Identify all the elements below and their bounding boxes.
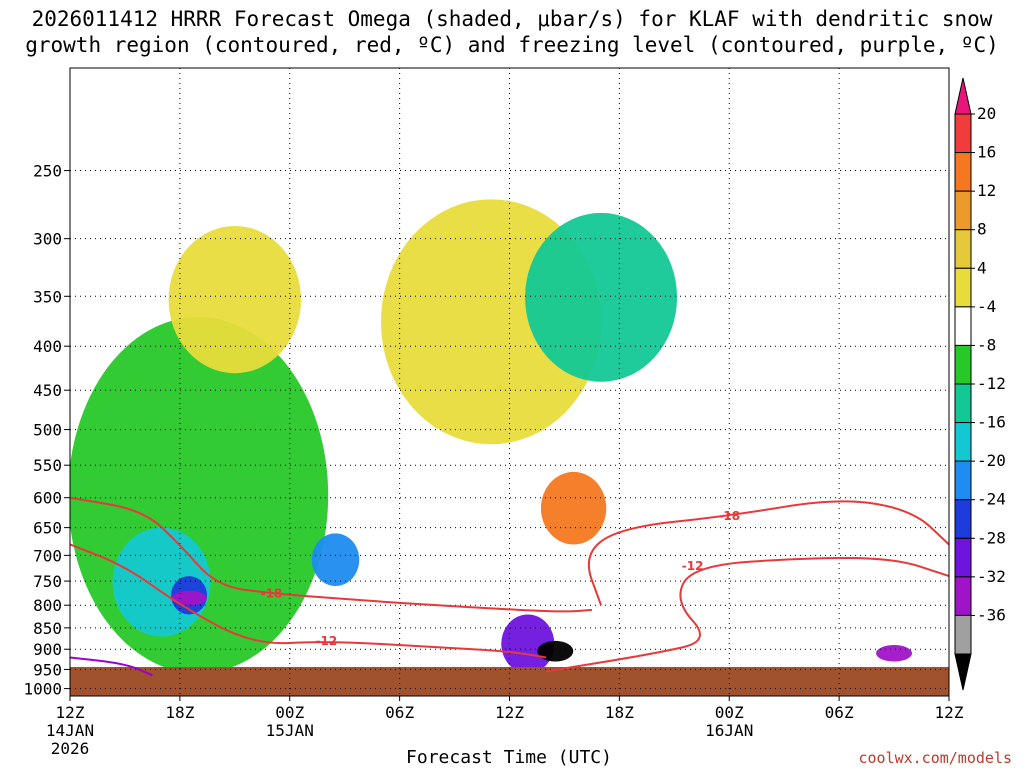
dgz-contours: -18 -12 -18 -12	[70, 496, 949, 677]
colorbar-label-12: -32	[977, 567, 1006, 586]
x-tick-label-0: 12Z	[56, 703, 85, 722]
y-tick-label-400: 400	[33, 337, 62, 356]
y-tick-label-750: 750	[33, 572, 62, 591]
y-tick-label-950: 950	[33, 660, 62, 679]
dgz-contour-3	[545, 556, 949, 673]
y-tick-label-800: 800	[33, 596, 62, 615]
dgz-contour-1	[70, 543, 547, 659]
y-axis: 250 300 350 400 450 500 550 600 650 700 750 800 850 9…	[23, 162, 70, 699]
omega-region-9	[537, 640, 574, 662]
omega-region-5	[311, 533, 360, 587]
colorbar-block-1	[954, 113, 972, 154]
ground-surface	[70, 667, 949, 696]
colorbar-block-10	[954, 460, 972, 501]
y-tick-label-1000: 1000	[23, 680, 62, 699]
dgz-contour-0-label: -18	[261, 586, 283, 600]
omega-region-1	[168, 226, 302, 374]
y-tick-label-450: 450	[33, 381, 62, 400]
colorbar-bottom-arrow	[954, 653, 972, 691]
colorbar-block-13	[954, 576, 972, 616]
x-tick-label-42: 06Z	[825, 703, 854, 722]
omega-region-7	[540, 471, 607, 545]
colorbar-block-11	[954, 499, 972, 539]
dgz-contour-0	[70, 496, 592, 613]
x-tick-label-6: 18Z	[165, 703, 194, 722]
colorbar-label-7: -12	[977, 374, 1006, 393]
colorbar-label-2: 12	[977, 181, 996, 200]
colorbar-block-8	[954, 383, 972, 424]
credit-text: coolwx.com/models	[858, 749, 1012, 767]
y-tick-label-250: 250	[33, 162, 62, 181]
colorbar-label-13: -36	[977, 605, 1006, 624]
colorbar-block-5	[954, 267, 972, 308]
colorbar-top-arrow	[954, 77, 972, 115]
x-tick-label-12: 00Z	[275, 703, 304, 722]
x-tick-year-0: 2026	[51, 739, 90, 758]
x-tick-date-36: 16JAN	[705, 721, 753, 740]
freezing-level-contour	[70, 656, 153, 677]
colorbar-block-4	[954, 229, 972, 269]
colorbar-block-9	[954, 422, 972, 462]
colorbar-label-1: 16	[977, 143, 996, 162]
colorbar-block-12	[954, 537, 972, 578]
chart-title: 2026011412 HRRR Forecast Omega (shaded, …	[25, 7, 999, 57]
colorbar-label-4: 4	[977, 258, 987, 277]
colorbar-label-8: -16	[977, 413, 1006, 432]
dgz-contour-2-label: -18	[718, 509, 740, 523]
colorbar-label-6: -8	[977, 335, 996, 354]
x-tick-date-0: 14JAN	[46, 721, 94, 740]
x-tick-label-48: 12Z	[935, 703, 964, 722]
y-tick-label-300: 300	[33, 230, 62, 249]
x-tick-label-24: 12Z	[495, 703, 524, 722]
omega-region-0	[70, 317, 329, 674]
x-tick-label-18: 06Z	[385, 703, 414, 722]
y-tick-label-650: 650	[33, 519, 62, 538]
colorbar-label-0: 20	[977, 104, 996, 123]
y-tick-label-850: 850	[33, 619, 62, 638]
y-tick-label-700: 700	[33, 546, 62, 565]
colorbar-label-11: -28	[977, 528, 1006, 547]
y-tick-label-350: 350	[33, 287, 62, 306]
omega-region-11	[876, 645, 913, 662]
colorbar-block-2	[954, 152, 972, 192]
colorbar-label-5: -4	[977, 297, 996, 316]
colorbar-block-6	[954, 306, 972, 346]
x-tick-label-30: 18Z	[605, 703, 634, 722]
y-tick-label-900: 900	[33, 640, 62, 659]
colorbar-label-10: -24	[977, 490, 1006, 509]
colorbar-block-14	[954, 614, 972, 655]
y-tick-label-500: 500	[33, 421, 62, 440]
omega-region-10	[525, 212, 678, 382]
y-tick-label-550: 550	[33, 456, 62, 475]
x-tick-label-36: 00Z	[715, 703, 744, 722]
dgz-contour-2	[587, 500, 949, 606]
dgz-contour-1-label: -12	[316, 634, 338, 648]
dgz-contour-3-label: -12	[682, 559, 704, 573]
colorbar-block-3	[954, 190, 972, 231]
colorbar-label-3: 8	[977, 220, 987, 239]
x-axis-label: Forecast Time (UTC)	[406, 747, 612, 768]
omega-region-4	[171, 590, 208, 606]
x-tick-date-12: 15JAN	[266, 721, 314, 740]
colorbar: 20 16 12 8 4 -4 -8 -12 -16 -20 -24 -28 -32 -36	[954, 77, 1006, 691]
colorbar-block-7	[954, 344, 972, 385]
omega-region-8	[501, 614, 555, 674]
y-tick-label-600: 600	[33, 489, 62, 508]
colorbar-label-9: -20	[977, 451, 1006, 470]
omega-shading	[70, 199, 913, 674]
